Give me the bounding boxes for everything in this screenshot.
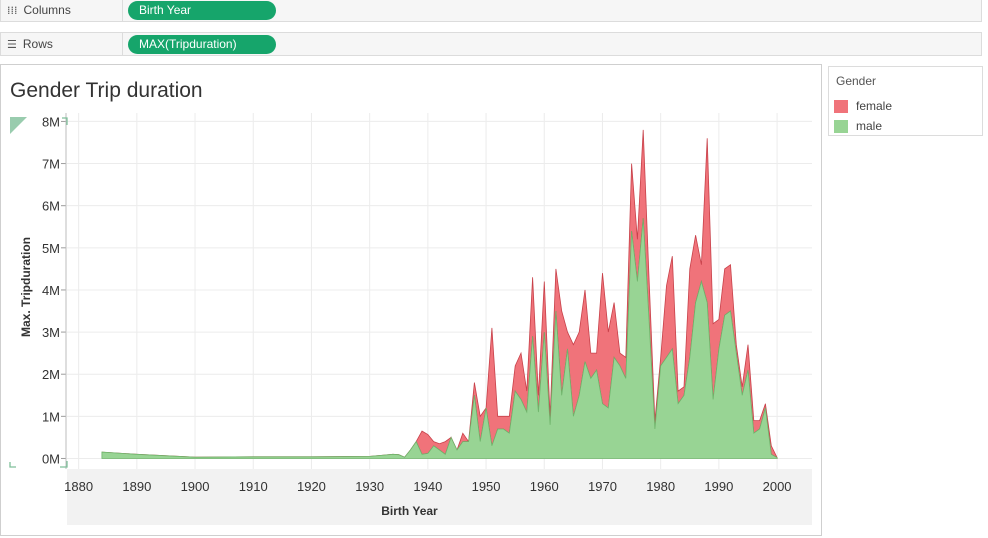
y-tick-label: 6M [42, 199, 60, 214]
y-tick-label: 8M [42, 114, 60, 129]
y-tick-label: 4M [42, 283, 60, 298]
x-tick-label: 1980 [646, 479, 675, 494]
axis-bracket [9, 117, 68, 468]
x-tick-label: 1910 [239, 479, 268, 494]
x-tick-label: 1920 [297, 479, 326, 494]
x-tick-label: 1990 [704, 479, 733, 494]
rows-shelf-label: ☰ Rows [7, 37, 53, 51]
x-tick-label: 1900 [181, 479, 210, 494]
columns-pill[interactable]: Birth Year [128, 1, 276, 20]
x-axis-title: Birth Year [381, 504, 438, 518]
legend-label-male: male [856, 119, 883, 133]
y-tick-label: 7M [42, 157, 60, 172]
legend-title: Gender [836, 74, 877, 88]
y-axis-title: Max. Tripduration [19, 237, 33, 337]
chart-title: Gender Trip duration [10, 79, 203, 102]
x-tick-label: 1880 [64, 479, 93, 494]
rows-icon: ☰ [7, 38, 17, 51]
y-tick-label: 3M [42, 325, 60, 340]
legend: Gender female male [828, 66, 983, 136]
legend-swatch-female [834, 100, 848, 113]
axis-bands [67, 469, 812, 525]
axes [9, 113, 68, 469]
x-tick-label: 1940 [413, 479, 442, 494]
y-tick-label: 5M [42, 241, 60, 256]
x-tick-label: 1930 [355, 479, 384, 494]
y-tick-label: 1M [42, 409, 60, 424]
rows-pill[interactable]: MAX(Tripduration) [128, 35, 276, 54]
rows-shelf[interactable]: ☰ Rows MAX(Tripduration) [0, 32, 982, 56]
legend-item-female[interactable]: female [833, 98, 979, 114]
x-tick-label: 2000 [763, 479, 792, 494]
axis-corner-icon [10, 117, 27, 134]
axis-labels: 0M 1M 2M 3M 4M 5M 6M 7M 8M 1880 1890 1900 1910 1920 19… [19, 114, 792, 518]
legend-swatch-male [834, 120, 848, 133]
columns-shelf[interactable]: ⁞⁞⁞ Columns Birth Year [0, 0, 982, 22]
y-tick-label: 0M [42, 451, 60, 466]
columns-shelf-label: ⁞⁞⁞ Columns [7, 3, 71, 17]
x-tick-label: 1960 [530, 479, 559, 494]
y-tick-label: 2M [42, 367, 60, 382]
shelf-divider [122, 0, 123, 21]
columns-icon: ⁞⁞⁞ [7, 4, 18, 17]
x-axis-band [67, 469, 812, 525]
x-tick-label: 1970 [588, 479, 617, 494]
series-area-male [101, 218, 778, 459]
x-tick-label: 1950 [472, 479, 501, 494]
shelf-divider [122, 33, 123, 55]
legend-label-female: female [856, 99, 893, 113]
x-tick-label: 1890 [122, 479, 151, 494]
legend-item-male[interactable]: male [833, 118, 979, 134]
series-areas [101, 129, 779, 459]
